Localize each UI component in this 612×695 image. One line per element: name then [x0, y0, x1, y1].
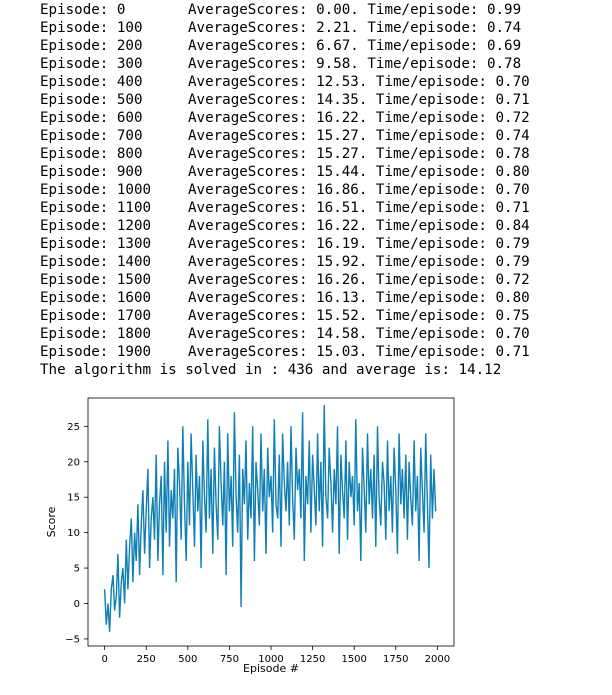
y-tick-label: 0 [74, 599, 80, 610]
log-row: Episode: 500 AverageScores: 14.35. Time/e… [40, 91, 530, 109]
log-row: Episode: 800 AverageScores: 15.27. Time/e… [40, 145, 530, 163]
y-tick-label: 25 [67, 422, 80, 433]
log-row: Episode: 300 AverageScores: 9.58. Time/ep… [40, 55, 530, 73]
x-tick-label: 2000 [425, 654, 450, 665]
log-row: Episode: 1600 AverageScores: 16.13. Time/… [40, 289, 530, 307]
log-episode: Episode: 200 [40, 38, 143, 54]
log-stats: AverageScores: 15.52. Time/episode: 0.75 [188, 308, 530, 324]
log-stats: AverageScores: 0.00. Time/episode: 0.99 [188, 2, 522, 18]
log-row: Episode: 600 AverageScores: 16.22. Time/e… [40, 109, 530, 127]
y-axis-label: Score [45, 506, 58, 537]
log-episode: Episode: 1000 [40, 182, 152, 198]
x-tick-label: 0 [101, 654, 107, 665]
log-row: Episode: 1800 AverageScores: 14.58. Time/… [40, 325, 530, 343]
x-tick-label: 1500 [341, 654, 366, 665]
log-stats: AverageScores: 16.22. Time/episode: 0.84 [188, 218, 530, 234]
log-summary: The algorithm is solved in : 436 and ave… [40, 362, 502, 378]
x-tick-label: 1250 [300, 654, 325, 665]
log-row: Episode: 1000 AverageScores: 16.86. Time/… [40, 181, 530, 199]
log-episode: Episode: 800 [40, 146, 143, 162]
log-row: Episode: 0 AverageScores: 0.00. Time/epis… [40, 1, 530, 19]
log-stats: AverageScores: 15.44. Time/episode: 0.80 [188, 164, 530, 180]
score-series-line [103, 405, 437, 632]
log-stats: AverageScores: 15.27. Time/episode: 0.78 [188, 146, 530, 162]
log-row: Episode: 1700 AverageScores: 15.52. Time/… [40, 307, 530, 325]
x-tick-label: 1000 [258, 654, 283, 665]
log-episode: Episode: 100 [40, 20, 143, 36]
y-tick-label: 10 [67, 528, 80, 539]
log-episode: Episode: 1600 [40, 290, 152, 306]
log-stats: AverageScores: 16.22. Time/episode: 0.72 [188, 110, 530, 126]
log-episode: Episode: 1300 [40, 236, 152, 252]
log-row: Episode: 1100 AverageScores: 16.51. Time/… [40, 199, 530, 217]
log-row: Episode: 1900 AverageScores: 15.03. Time/… [40, 343, 530, 361]
log-episode: Episode: 1200 [40, 218, 152, 234]
log-row: Episode: 100 AverageScores: 2.21. Time/ep… [40, 19, 530, 37]
score-chart-svg: 0 250 500 750 1000 1250 1500 1750 2000 −5 0 5 10 15 20… [45, 397, 455, 675]
log-row: Episode: 1300 AverageScores: 16.19. Time/… [40, 235, 530, 253]
y-tick-label: 15 [67, 493, 80, 504]
log-stats: AverageScores: 14.58. Time/episode: 0.70 [188, 326, 530, 342]
y-tick-label: 5 [74, 564, 80, 575]
log-row: Episode: 400 AverageScores: 12.53. Time/e… [40, 73, 530, 91]
log-episode: Episode: 1900 [40, 344, 152, 360]
log-row: Episode: 1400 AverageScores: 15.92. Time/… [40, 253, 530, 271]
log-episode: Episode: 600 [40, 110, 143, 126]
log-row: Episode: 200 AverageScores: 6.67. Time/ep… [40, 37, 530, 55]
log-stats: AverageScores: 14.35. Time/episode: 0.71 [188, 92, 530, 108]
log-stats: AverageScores: 15.27. Time/episode: 0.74 [188, 128, 530, 144]
log-stats: AverageScores: 16.86. Time/episode: 0.70 [188, 182, 530, 198]
log-episode: Episode: 1500 [40, 272, 152, 288]
log-episode: Episode: 900 [40, 164, 143, 180]
log-row: Episode: 900 AverageScores: 15.44. Time/e… [40, 163, 530, 181]
training-log-output: Episode: 0 AverageScores: 0.00. Time/epis… [40, 1, 530, 379]
x-tick-label: 500 [178, 654, 197, 665]
log-episode: Episode: 700 [40, 128, 143, 144]
x-tick-label: 750 [220, 654, 239, 665]
log-stats: AverageScores: 16.13. Time/episode: 0.80 [188, 290, 530, 306]
log-row: Episode: 1500 AverageScores: 16.26. Time/… [40, 271, 530, 289]
y-tick-label: −5 [65, 634, 80, 645]
y-tick-label: 20 [67, 457, 80, 468]
log-stats: AverageScores: 12.53. Time/episode: 0.70 [188, 74, 530, 90]
log-episode: Episode: 0 [40, 2, 126, 18]
log-episode: Episode: 1700 [40, 308, 152, 324]
log-stats: AverageScores: 16.26. Time/episode: 0.72 [188, 272, 530, 288]
log-stats: AverageScores: 6.67. Time/episode: 0.69 [188, 38, 522, 54]
log-stats: AverageScores: 2.21. Time/episode: 0.74 [188, 20, 522, 36]
log-episode: Episode: 400 [40, 74, 143, 90]
log-stats: AverageScores: 9.58. Time/episode: 0.78 [188, 56, 522, 72]
log-row: Episode: 700 AverageScores: 15.27. Time/e… [40, 127, 530, 145]
x-axis-label: Episode # [243, 662, 299, 675]
log-episode: Episode: 1400 [40, 254, 152, 270]
log-episode: Episode: 1800 [40, 326, 152, 342]
log-stats: AverageScores: 15.92. Time/episode: 0.79 [188, 254, 530, 270]
x-tick-label: 1750 [383, 654, 408, 665]
log-episode: Episode: 500 [40, 92, 143, 108]
log-row: Episode: 1200 AverageScores: 16.22. Time/… [40, 217, 530, 235]
x-tick-label: 250 [137, 654, 156, 665]
log-stats: AverageScores: 16.51. Time/episode: 0.71 [188, 200, 530, 216]
score-chart: 0 250 500 750 1000 1250 1500 1750 2000 −5 0 5 10 15 20… [0, 390, 612, 690]
log-episode: Episode: 1100 [40, 200, 152, 216]
log-episode: Episode: 300 [40, 56, 143, 72]
log-stats: AverageScores: 16.19. Time/episode: 0.79 [188, 236, 530, 252]
log-stats: AverageScores: 15.03. Time/episode: 0.71 [188, 344, 530, 360]
